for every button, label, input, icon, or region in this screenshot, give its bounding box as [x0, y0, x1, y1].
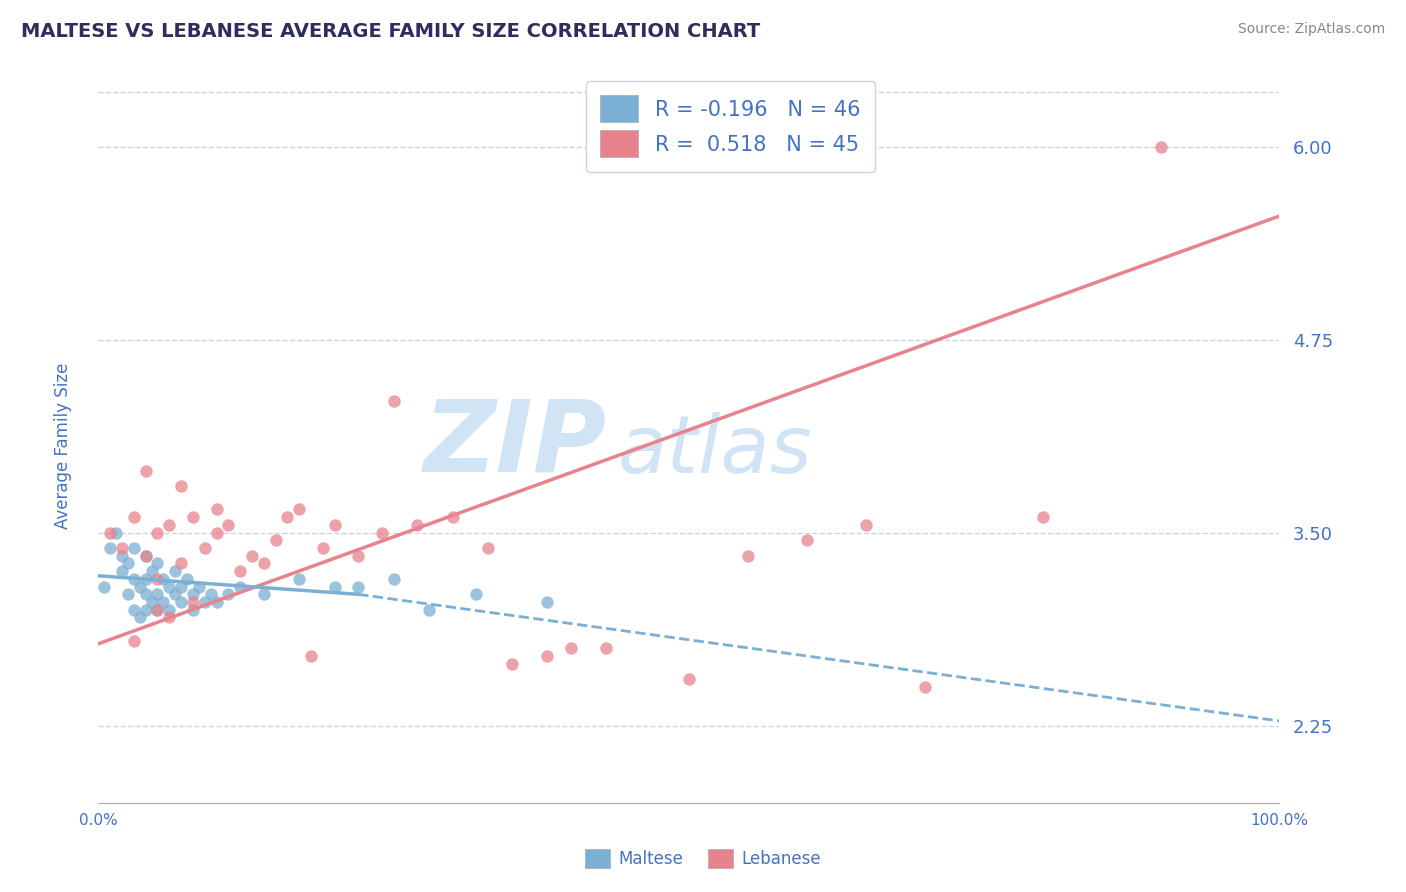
Point	[122, 572, 145, 586]
Point	[347, 549, 370, 563]
Point	[194, 541, 217, 555]
Point	[536, 595, 558, 609]
Point	[157, 610, 180, 624]
Point	[146, 572, 169, 586]
Point	[170, 580, 193, 594]
Point	[165, 587, 187, 601]
Point	[465, 587, 488, 601]
Point	[122, 510, 145, 524]
Point	[170, 595, 193, 609]
Point	[187, 580, 209, 594]
Point	[181, 603, 204, 617]
Point	[205, 595, 228, 609]
Point	[371, 525, 394, 540]
Point	[323, 580, 346, 594]
Point	[382, 394, 405, 409]
Point	[117, 587, 139, 601]
Point	[323, 517, 346, 532]
Point	[205, 525, 228, 540]
Point	[501, 657, 523, 671]
Point	[229, 564, 252, 578]
Point	[117, 557, 139, 571]
Point	[141, 564, 163, 578]
Point	[111, 564, 134, 578]
Point	[128, 580, 150, 594]
Point	[146, 603, 169, 617]
Point	[737, 549, 759, 563]
Text: Source: ZipAtlas.com: Source: ZipAtlas.com	[1237, 22, 1385, 37]
Point	[135, 587, 157, 601]
Point	[914, 680, 936, 694]
Point	[98, 541, 121, 555]
Point	[105, 525, 128, 540]
Text: Average Family Size: Average Family Size	[55, 363, 72, 529]
Point	[122, 603, 145, 617]
Point	[111, 541, 134, 555]
Point	[146, 557, 169, 571]
Point	[111, 549, 134, 563]
Point	[796, 533, 818, 548]
Point	[146, 525, 169, 540]
Point	[152, 572, 174, 586]
Point	[477, 541, 499, 555]
Point	[98, 525, 121, 540]
Text: MALTESE VS LEBANESE AVERAGE FAMILY SIZE CORRELATION CHART: MALTESE VS LEBANESE AVERAGE FAMILY SIZE …	[21, 22, 761, 41]
Point	[229, 580, 252, 594]
Text: ZIP: ZIP	[423, 395, 606, 492]
Point	[170, 557, 193, 571]
Point	[194, 595, 217, 609]
Point	[135, 572, 157, 586]
Point	[276, 510, 298, 524]
Legend: Maltese, Lebanese: Maltese, Lebanese	[578, 843, 828, 875]
Point	[176, 572, 198, 586]
Point	[217, 517, 239, 532]
Point	[1032, 510, 1054, 524]
Point	[181, 510, 204, 524]
Point	[181, 595, 204, 609]
Point	[418, 603, 440, 617]
Point	[288, 502, 311, 516]
Point	[135, 549, 157, 563]
Point	[205, 502, 228, 516]
Point	[181, 587, 204, 601]
Point	[157, 517, 180, 532]
Point	[441, 510, 464, 524]
Point	[122, 541, 145, 555]
Point	[678, 673, 700, 687]
Point	[128, 610, 150, 624]
Text: atlas: atlas	[619, 412, 813, 490]
Point	[217, 587, 239, 601]
Point	[135, 603, 157, 617]
Point	[406, 517, 429, 532]
Point	[157, 580, 180, 594]
Point	[170, 479, 193, 493]
Point	[122, 633, 145, 648]
Point	[560, 641, 582, 656]
Point	[253, 557, 276, 571]
Point	[141, 595, 163, 609]
Point	[93, 580, 115, 594]
Point	[299, 649, 322, 664]
Point	[382, 572, 405, 586]
Point	[200, 587, 222, 601]
Point	[157, 603, 180, 617]
Point	[146, 603, 169, 617]
Point	[240, 549, 263, 563]
Point	[347, 580, 370, 594]
Point	[135, 464, 157, 478]
Point	[152, 595, 174, 609]
Point	[146, 587, 169, 601]
Legend: R = -0.196   N = 46, R =  0.518   N = 45: R = -0.196 N = 46, R = 0.518 N = 45	[586, 81, 875, 172]
Point	[288, 572, 311, 586]
Point	[253, 587, 276, 601]
Point	[135, 549, 157, 563]
Point	[264, 533, 287, 548]
Point	[536, 649, 558, 664]
Point	[1150, 139, 1173, 153]
Point	[595, 641, 617, 656]
Point	[855, 517, 877, 532]
Point	[165, 564, 187, 578]
Point	[312, 541, 335, 555]
